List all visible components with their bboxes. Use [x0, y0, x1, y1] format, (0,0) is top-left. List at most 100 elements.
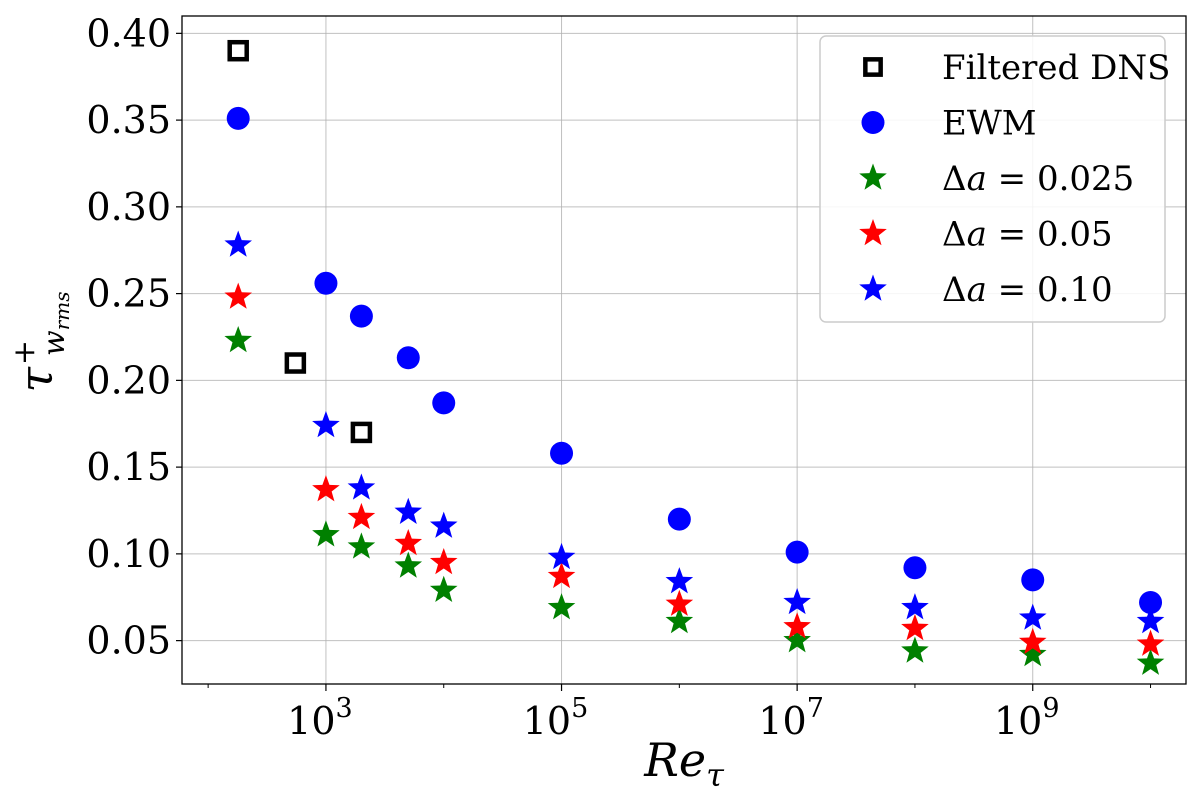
data-point	[347, 473, 376, 500]
legend-label-var: a	[967, 270, 987, 310]
data-point	[429, 511, 458, 538]
legend-label: Δa = 0.025	[942, 159, 1134, 199]
data-point	[665, 567, 694, 594]
data-point	[312, 475, 340, 502]
series-4	[224, 230, 1165, 634]
y-tick-label: 0.05	[86, 619, 171, 663]
data-point	[1021, 568, 1045, 592]
y-tick-label: 0.30	[86, 185, 171, 229]
legend-marker	[859, 274, 887, 301]
data-point	[783, 626, 811, 653]
x-tick-base: 10	[287, 699, 335, 743]
x-tick-label: 109	[994, 693, 1060, 743]
series-0	[227, 39, 373, 444]
data-point	[284, 352, 307, 374]
legend-marker	[859, 219, 887, 246]
data-point	[1018, 627, 1047, 655]
data-point	[1136, 629, 1165, 656]
legend-label-var: a	[967, 159, 987, 199]
data-point	[547, 542, 576, 570]
x-tick-label: 105	[523, 693, 589, 743]
data-point	[224, 230, 252, 257]
y-axis-title-main: τ	[9, 366, 63, 393]
y-tick-label: 0.15	[86, 445, 171, 489]
data-point	[550, 441, 574, 465]
data-point	[224, 325, 252, 353]
data-point	[227, 39, 249, 62]
data-point	[350, 421, 373, 444]
data-point	[226, 106, 250, 130]
data-point	[396, 346, 420, 370]
legend-marker	[859, 163, 887, 190]
x-tick-label: 107	[758, 693, 824, 743]
legend-marker	[861, 111, 885, 134]
data-point	[667, 507, 691, 531]
x-tick-base: 10	[758, 699, 806, 743]
y-axis-title-sup: +	[7, 340, 42, 365]
data-point	[347, 502, 376, 530]
data-point	[429, 575, 458, 603]
data-point	[783, 612, 811, 639]
series-2	[224, 325, 1165, 675]
data-point	[394, 528, 423, 556]
data-point	[1018, 603, 1047, 630]
legend-label-name: Filtered DNS	[942, 48, 1170, 88]
x-tick-label: 103	[287, 693, 353, 743]
data-point	[429, 548, 458, 575]
legend-label-var: a	[967, 215, 987, 255]
legend-marker	[863, 57, 883, 77]
legend-entry: Δa = 0.10	[859, 270, 1113, 310]
y-tick-label: 0.20	[86, 358, 171, 402]
data-point	[312, 520, 340, 547]
x-axis-title-sub: τ	[706, 756, 725, 794]
data-point	[394, 497, 423, 524]
legend-entry: EWM	[861, 104, 1037, 144]
data-point	[903, 556, 927, 580]
data-point	[1139, 590, 1163, 614]
data-point	[349, 304, 373, 328]
data-point	[347, 532, 376, 559]
legend-entry: Δa = 0.05	[859, 215, 1113, 255]
y-tick-label: 0.10	[86, 532, 171, 576]
data-point	[314, 271, 338, 295]
data-point	[394, 551, 423, 578]
y-tick-label: 0.35	[86, 98, 171, 142]
plot-marks	[224, 39, 1165, 675]
x-tick-exponent: 5	[571, 693, 588, 724]
legend-entry: Δa = 0.025	[859, 159, 1134, 199]
x-tick-exponent: 9	[1042, 693, 1059, 724]
legend-box	[819, 35, 1166, 323]
legend-label: EWM	[942, 104, 1037, 144]
data-point	[1018, 640, 1047, 667]
plot-frame	[181, 15, 1187, 685]
data-point	[547, 561, 576, 589]
data-point	[665, 589, 694, 616]
x-axis-title: Reτ	[643, 733, 725, 794]
y-tick-label: 0.40	[86, 11, 171, 55]
legend-label-name: EWM	[942, 104, 1037, 144]
legend-label-value: = 0.025	[987, 159, 1134, 199]
legend-label-prefix: Δ	[942, 159, 967, 199]
data-point	[901, 636, 929, 663]
y-axis-title-subsub: rms	[50, 291, 74, 330]
series-1	[226, 106, 1163, 614]
y-axis-title: τ+wrms	[7, 291, 74, 392]
x-tick-base: 10	[523, 699, 571, 743]
data-point	[783, 587, 811, 615]
legend-label-prefix: Δ	[942, 270, 967, 310]
x-tick-exponent: 7	[807, 693, 824, 724]
data-point	[224, 282, 252, 309]
x-tick-base: 10	[994, 699, 1042, 743]
x-tick-exponent: 3	[336, 693, 353, 724]
data-point	[1136, 648, 1165, 675]
legend-label: Δa = 0.10	[942, 270, 1113, 310]
y-tick-label: 0.25	[86, 272, 171, 316]
legend-label: Δa = 0.05	[942, 215, 1113, 255]
data-point	[901, 613, 929, 641]
series-3	[224, 282, 1165, 656]
legend-label-prefix: Δ	[942, 215, 967, 255]
legend-label-value: = 0.10	[987, 270, 1113, 310]
